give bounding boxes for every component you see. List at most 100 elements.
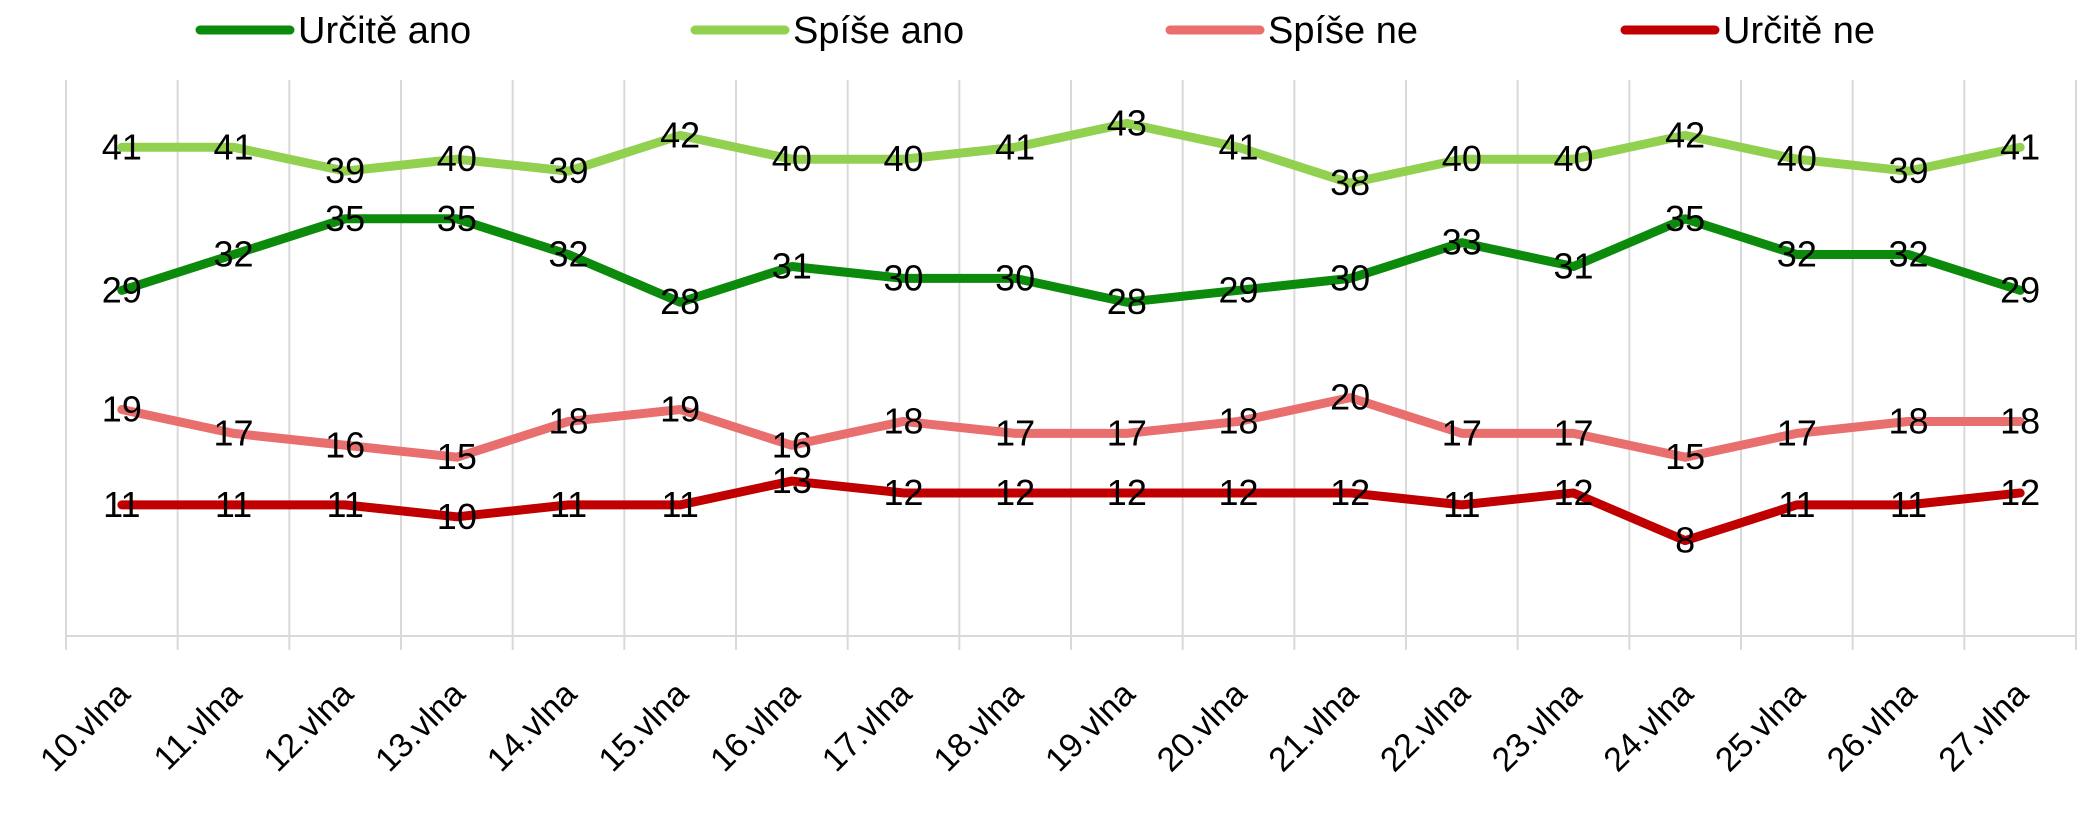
data-label: 12 [995,472,1035,513]
data-label: 39 [548,150,588,191]
data-label: 30 [995,257,1035,298]
x-tick-label: 19.vlna [1038,675,1142,779]
series-line [117,476,2025,546]
data-label: 11 [326,484,363,525]
data-label: 32 [213,234,253,275]
x-tick-label: 26.vlna [1820,675,1924,779]
data-label: 43 [1107,102,1147,143]
data-label: 12 [1330,472,1370,513]
series-line [117,214,2025,307]
data-label: 40 [1442,138,1482,179]
data-label: 42 [660,114,700,155]
data-label: 17 [1777,412,1817,453]
legend-label: Určitě ano [298,10,471,52]
data-label: 15 [437,436,477,477]
data-label: 35 [437,198,477,239]
x-tick-labels: 10.vlna 11.vlna 12.vlna 13.vlna 14.vlna 15.vl… [33,675,2036,779]
series-line [117,118,2025,188]
data-label: 17 [995,412,1035,453]
data-label: 11 [103,484,140,525]
x-tick-label: 22.vlna [1373,675,1477,779]
x-tick-label: 23.vlna [1485,675,1589,779]
data-label: 11 [661,484,698,525]
x-axis [65,635,2077,650]
data-label: 10 [437,496,477,537]
legend-item: Spíše ne [1165,10,1418,52]
data-label: 41 [102,126,142,167]
x-tick-label: 20.vlna [1150,675,1254,779]
data-label: 40 [883,138,923,179]
data-label: 31 [1553,245,1593,286]
data-label: 11 [215,484,252,525]
data-label: 32 [1777,234,1817,275]
data-label: 32 [548,234,588,275]
x-tick-label: 21.vlna [1261,675,1365,779]
data-label: 40 [437,138,477,179]
x-tick-label: 16.vlna [703,675,807,779]
data-label: 18 [1888,400,1928,441]
data-label: 19 [660,389,700,430]
data-label: 41 [995,126,1035,167]
data-label: 32 [1888,234,1928,275]
data-label: 33 [1442,222,1482,263]
data-label: 18 [1218,400,1258,441]
data-label: 17 [1553,412,1593,453]
data-label: 41 [1218,126,1258,167]
data-label: 12 [883,472,923,513]
data-label: 16 [772,424,812,465]
data-label: 28 [1107,281,1147,322]
data-label: 42 [1665,114,1705,155]
data-label: 20 [1330,377,1370,418]
data-label: 15 [1665,436,1705,477]
data-label: 17 [1107,412,1147,453]
data-label: 40 [772,138,812,179]
series-line [117,393,2025,462]
data-label: 12 [1107,472,1147,513]
data-label: 39 [1888,150,1928,191]
legend-item: Určitě ne [1620,10,1875,52]
data-label: 35 [1665,198,1705,239]
data-label: 18 [548,400,588,441]
data-label: 40 [1777,138,1817,179]
data-label: 38 [1330,162,1370,203]
legend-label: Určitě ne [1723,10,1875,52]
data-label: 30 [1330,257,1370,298]
data-label: 18 [883,400,923,441]
data-label: 16 [325,424,365,465]
data-label: 41 [213,126,253,167]
x-tick-label: 10.vlna [33,675,137,779]
legend-label: Spíše ne [1268,10,1418,52]
x-tick-label: 12.vlna [256,675,360,779]
x-tick-label: 15.vlna [591,675,695,779]
data-label: 13 [772,460,812,501]
legend-item: Spíše ano [690,10,964,52]
data-label: 19 [102,389,142,430]
data-label: 39 [325,150,365,191]
x-tick-label: 27.vlna [1931,675,2035,779]
legend-item: Určitě ano [195,10,471,52]
data-label: 41 [2000,126,2040,167]
x-tick-label: 24.vlna [1596,675,1700,779]
x-tick-label: 25.vlna [1708,675,1812,779]
grid-lines [65,80,2077,636]
data-label: 40 [1553,138,1593,179]
legend-label: Spíše ano [793,10,964,52]
x-tick-label: 18.vlna [926,675,1030,779]
x-tick-label: 14.vlna [480,675,584,779]
data-label: 29 [102,269,142,310]
data-label: 12 [1218,472,1258,513]
data-label: 18 [2000,400,2040,441]
data-label: 29 [2000,269,2040,310]
series-lines [117,118,2025,546]
data-label: 12 [1553,472,1593,513]
legend: Určitě ano Spíše ano Spíše ne Určitě ne [195,10,1875,52]
x-tick-label: 11.vlna [147,675,250,778]
data-label: 31 [772,245,812,286]
x-tick-label: 13.vlna [368,675,472,779]
data-label: 11 [1443,484,1480,525]
data-label: 28 [660,281,700,322]
data-label: 29 [1218,269,1258,310]
data-label: 8 [1675,520,1695,561]
data-label: 11 [1778,484,1815,525]
